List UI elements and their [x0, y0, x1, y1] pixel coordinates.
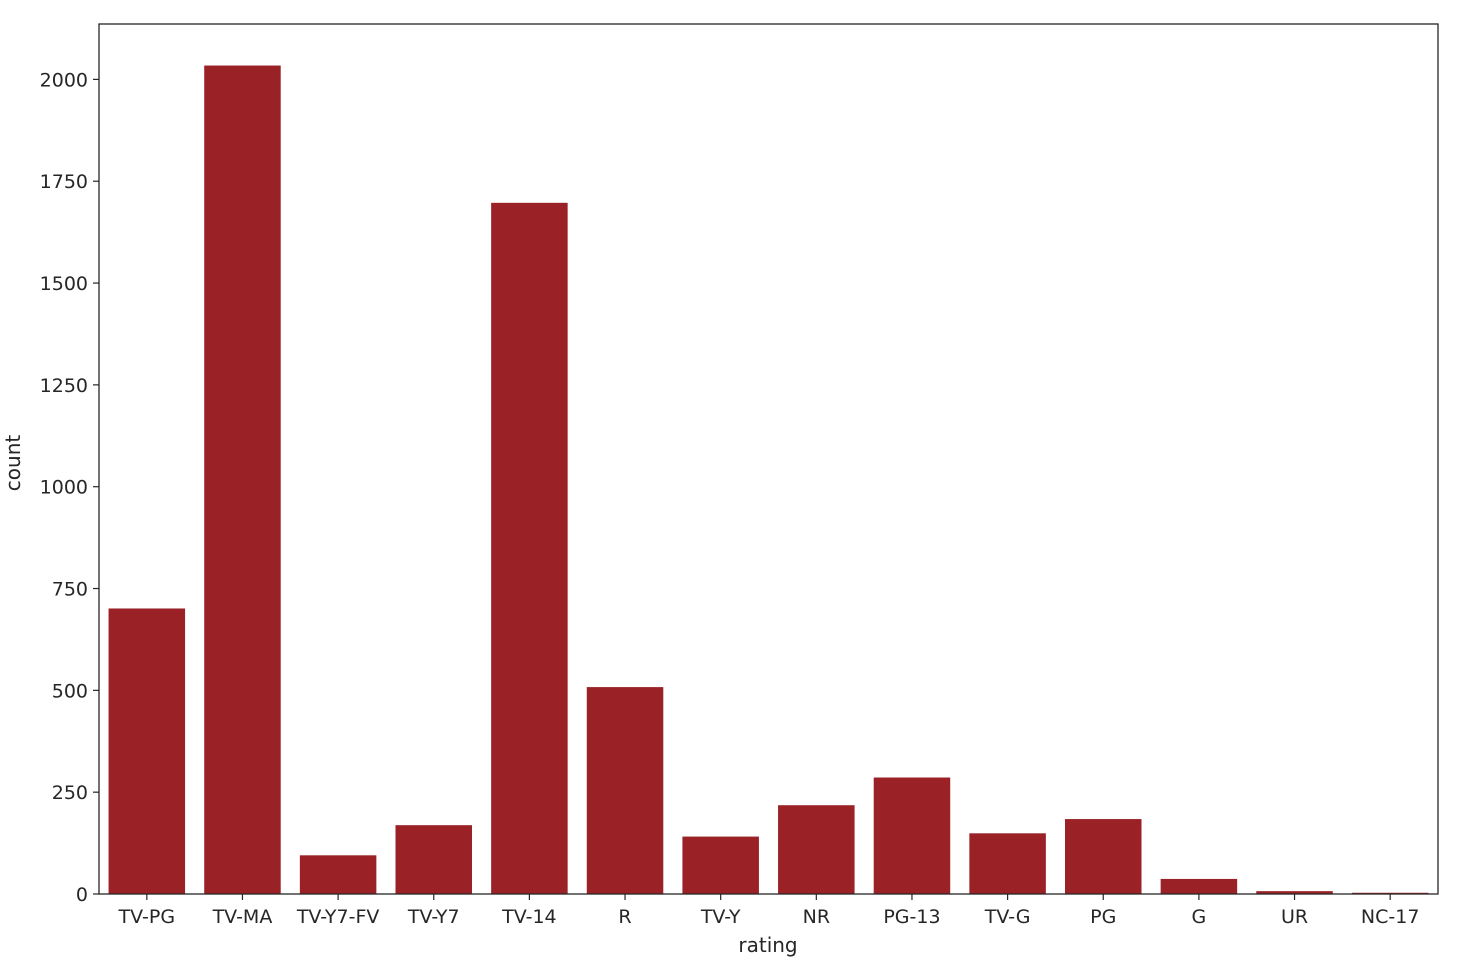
y-tick-label: 500 [52, 680, 88, 702]
y-tick-label: 1250 [40, 375, 88, 397]
x-tick-label: TV-Y7-FV [296, 906, 380, 928]
x-tick-label: NR [803, 906, 830, 928]
bar-r [586, 687, 664, 894]
ticks-layer: TV-PG TV-MA TV-Y7-FV TV-Y7 TV-14 R TV-Y NR PG-13… [40, 69, 1420, 928]
x-tick-label: UR [1281, 906, 1308, 928]
x-tick-label: R [618, 906, 631, 928]
y-tick-label: 750 [52, 579, 88, 601]
bar-nr [778, 805, 855, 894]
y-tick-label: 250 [52, 782, 88, 804]
x-tick-label: TV-14 [501, 906, 557, 928]
y-tick-label: 1500 [40, 273, 88, 295]
x-tick-label: TV-G [984, 906, 1031, 928]
y-axis-title: count [1, 435, 25, 492]
x-tick-label: TV-Y [700, 906, 741, 928]
x-axis-title: rating [738, 933, 797, 957]
x-tick-label: PG-13 [883, 906, 940, 928]
y-tick-label: 0 [76, 884, 88, 906]
bar-tv-y7-fv [299, 855, 377, 894]
bar-pg-13 [873, 777, 951, 894]
x-tick-label: TV-PG [118, 906, 176, 928]
y-tick-label: 1000 [40, 477, 88, 499]
y-tick-label: 1750 [40, 171, 88, 193]
y-tick-label: 2000 [40, 69, 88, 91]
bar-tv-14 [491, 202, 568, 894]
bars-layer [108, 65, 1429, 895]
bar-g [1160, 878, 1238, 894]
x-tick-label: TV-Y7 [407, 906, 460, 928]
x-tick-label: TV-MA [212, 906, 273, 928]
plot-frame [98, 23, 1439, 895]
x-tick-label: NC-17 [1361, 906, 1420, 928]
bar-tv-y [682, 836, 759, 894]
bar-tv-y7 [395, 825, 472, 894]
bar-tv-g [969, 833, 1046, 894]
bar-tv-pg [108, 608, 186, 894]
bar-ur [1256, 891, 1333, 894]
x-tick-label: PG [1090, 906, 1116, 928]
bar-tv-ma [204, 65, 281, 895]
bar-pg [1064, 819, 1142, 894]
x-tick-label: G [1192, 906, 1207, 928]
